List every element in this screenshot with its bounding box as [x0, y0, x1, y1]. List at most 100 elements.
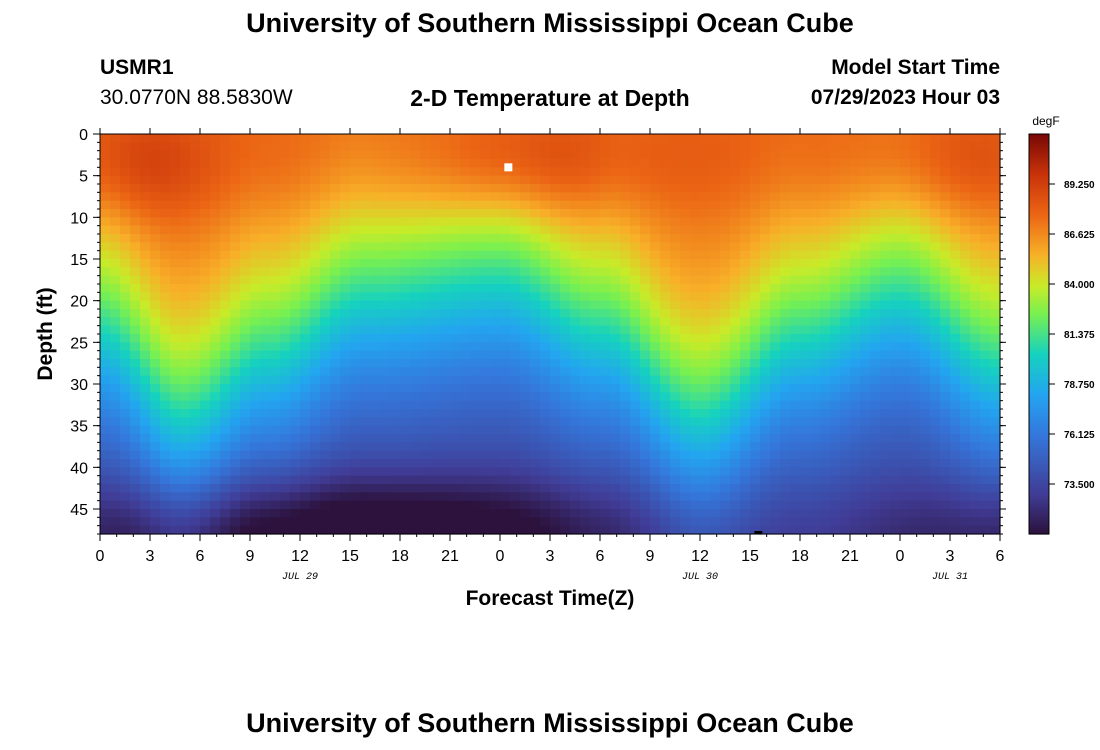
heatmap-cell [160, 459, 171, 468]
heatmap-cell [680, 500, 691, 510]
heatmap-cell [140, 459, 151, 468]
heatmap-cell [550, 384, 561, 393]
heatmap-cell [580, 209, 591, 218]
heatmap-cell [920, 375, 931, 385]
heatmap-cell [450, 225, 461, 235]
heatmap-cell [580, 284, 591, 293]
heatmap-cell [160, 450, 171, 460]
heatmap-cell [760, 175, 771, 185]
heatmap-cell [950, 417, 961, 427]
heatmap-cell [910, 425, 921, 435]
heatmap-cell [210, 367, 221, 377]
heatmap-cell [900, 234, 911, 243]
heatmap-cell [720, 167, 731, 177]
heatmap-cell [540, 359, 551, 368]
heatmap-cell [580, 342, 591, 352]
heatmap-cell [140, 300, 151, 310]
heatmap-cell [820, 334, 831, 343]
heatmap-cell [310, 350, 321, 360]
heatmap-cell [200, 134, 211, 143]
heatmap-cell [160, 400, 171, 410]
heatmap-cell [380, 525, 391, 535]
heatmap-cell [620, 134, 631, 143]
heatmap-cell [140, 334, 151, 343]
heatmap-cell [950, 192, 961, 202]
heatmap-cell [590, 242, 601, 252]
heatmap-cell [630, 425, 641, 435]
heatmap-cell [200, 217, 211, 227]
heatmap-cell [890, 459, 901, 468]
heatmap-cell [400, 234, 411, 243]
heatmap-cell [970, 325, 981, 335]
heatmap-cell [890, 159, 901, 168]
heatmap-cell [740, 325, 751, 335]
heatmap-cell [720, 417, 731, 427]
heatmap-cell [630, 475, 641, 485]
heatmap-cell [190, 459, 201, 468]
heatmap-cell [510, 459, 521, 468]
heatmap-cell [990, 225, 1001, 235]
heatmap-cell [950, 342, 961, 352]
heatmap-cell [100, 267, 111, 277]
heatmap-cell [840, 384, 851, 393]
heatmap-cell [470, 425, 481, 435]
heatmap-cell [820, 442, 831, 452]
colorbar-segment [1029, 390, 1049, 393]
heatmap-cell [560, 434, 571, 443]
colorbar-segment [1029, 176, 1049, 179]
heatmap-cell [400, 484, 411, 493]
heatmap-cell [850, 492, 861, 502]
heatmap-cell [170, 142, 181, 152]
heatmap-cell [620, 225, 631, 235]
heatmap-cell [780, 359, 791, 368]
heatmap-cell [890, 234, 901, 243]
heatmap-cell [960, 300, 971, 310]
heatmap-cell [610, 192, 621, 202]
heatmap-cell [550, 309, 561, 318]
heatmap-cell [150, 442, 161, 452]
heatmap-cell [510, 300, 521, 310]
heatmap-cell [210, 409, 221, 418]
heatmap-cell [930, 217, 941, 227]
heatmap-cell [690, 417, 701, 427]
heatmap-cell [610, 475, 621, 485]
heatmap-cell [590, 417, 601, 427]
heatmap-cell [820, 150, 831, 160]
heatmap-cell [800, 325, 811, 335]
heatmap-cell [560, 142, 571, 152]
heatmap-cell [780, 459, 791, 468]
colorbar-segment [1029, 406, 1049, 409]
heatmap-cell [570, 242, 581, 252]
heatmap-cell [890, 142, 901, 152]
colorbar-segment [1029, 378, 1049, 381]
heatmap-cell [270, 325, 281, 335]
heatmap-cell [880, 417, 891, 427]
colorbar-segment [1029, 290, 1049, 293]
heatmap-cell [850, 309, 861, 318]
heatmap-cell [560, 275, 571, 285]
heatmap-cell [110, 509, 121, 518]
heatmap-cell [750, 425, 761, 435]
heatmap-cell [900, 359, 911, 368]
heatmap-cell [550, 267, 561, 277]
heatmap-cell [180, 267, 191, 277]
heatmap-cell [410, 367, 421, 377]
heatmap-cell [110, 159, 121, 168]
heatmap-cell [690, 384, 701, 393]
heatmap-cell [210, 400, 221, 410]
heatmap-cell [250, 234, 261, 243]
heatmap-cell [600, 367, 611, 377]
heatmap-cell [650, 284, 661, 293]
heatmap-cell [610, 142, 621, 152]
heatmap-cell [350, 434, 361, 443]
heatmap-cell [950, 217, 961, 227]
heatmap-cell [940, 459, 951, 468]
heatmap-cell [460, 167, 471, 177]
heatmap-cell [270, 292, 281, 302]
heatmap-cell [330, 292, 341, 302]
heatmap-cell [760, 134, 771, 143]
heatmap-cell [490, 409, 501, 418]
heatmap-cell [640, 517, 651, 527]
heatmap-cell [190, 392, 201, 402]
heatmap-cell [720, 209, 731, 218]
